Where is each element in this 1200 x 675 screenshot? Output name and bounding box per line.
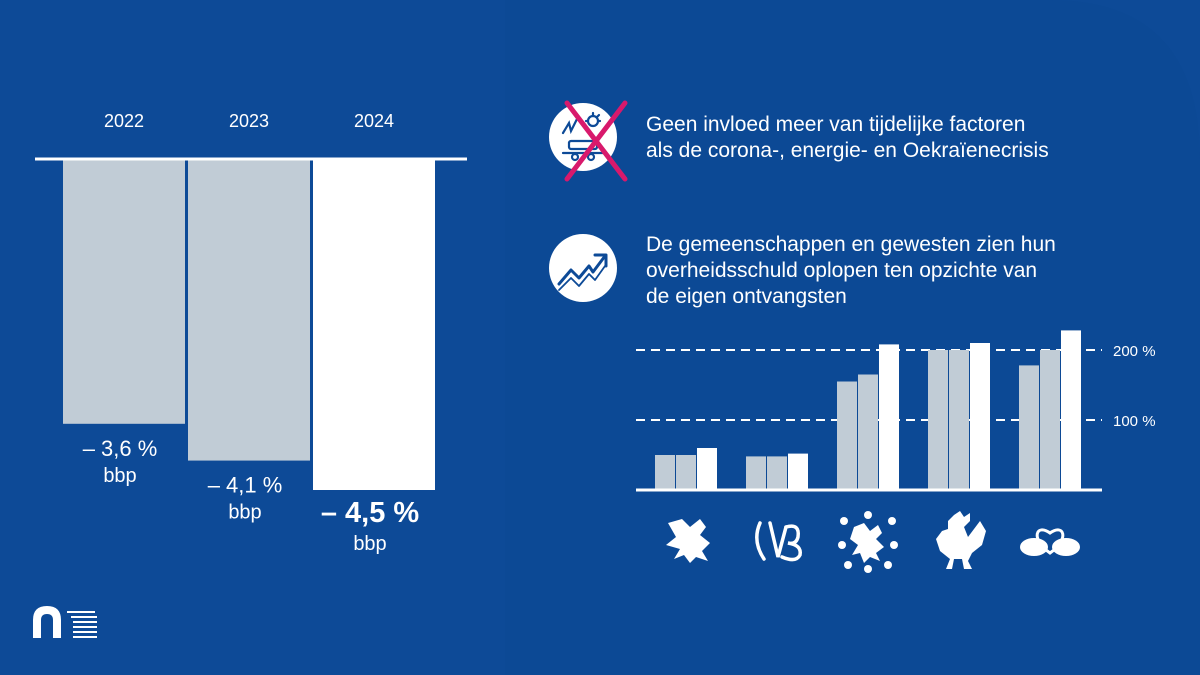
debt-bar	[788, 453, 808, 490]
federation-heart-icon	[1020, 528, 1080, 556]
debt-bar	[1061, 330, 1081, 490]
debt-bar	[1019, 365, 1039, 490]
debt-bar	[676, 455, 696, 490]
deficit-value-label: – 4,5 %	[321, 497, 420, 529]
flemish-community-logo-icon	[755, 521, 802, 562]
info-line: De gemeenschappen en gewesten zien hun	[646, 233, 1056, 256]
debt-bar	[858, 374, 878, 490]
rising-trend-icon	[549, 234, 617, 302]
deficit-value-label: – 3,6 %	[83, 436, 158, 461]
debt-bar	[697, 448, 717, 490]
brussels-iris-lion-icon	[838, 511, 898, 573]
debt-bar	[1040, 350, 1060, 490]
year-label: 2024	[354, 111, 394, 131]
info-line: de eigen ontvangsten	[646, 285, 847, 308]
debt-ratio-bar-chart: 100 % 200 %	[636, 330, 1156, 492]
deficit-bar	[188, 159, 310, 461]
walloon-rooster-icon	[936, 511, 986, 569]
no-temporary-factors-icon	[549, 100, 628, 182]
debt-bar	[767, 456, 787, 490]
flemish-lion-icon	[666, 519, 710, 563]
y-tick-label: 200 %	[1113, 343, 1156, 360]
info-text-rising-debt: De gemeenschappen en gewesten zien hun o…	[646, 232, 1056, 310]
y-tick-label: 100 %	[1113, 413, 1156, 430]
year-label: 2023	[229, 111, 269, 131]
info-line: als de corona-, energie- en Oekraïenecri…	[646, 139, 1049, 162]
deficit-bar-chart: 2022 – 3,6 % bbp 2023 – 4,1 % bbp 2024 – 4,5 % b…	[63, 111, 435, 555]
year-label: 2022	[104, 111, 144, 131]
info-text-temporary-factors: Geen invloed meer van tijdelijke factore…	[646, 112, 1049, 164]
nbb-logo-icon	[33, 606, 97, 638]
deficit-unit-label: bbp	[228, 502, 261, 524]
right-panel-background	[505, 0, 1200, 675]
deficit-bar	[63, 159, 185, 424]
debt-bar	[928, 350, 948, 490]
deficit-value-label: – 4,1 %	[208, 473, 283, 498]
deficit-bar	[313, 159, 435, 490]
info-line: Geen invloed meer van tijdelijke factore…	[646, 113, 1026, 136]
debt-bar	[837, 381, 857, 490]
deficit-unit-label: bbp	[103, 465, 136, 487]
info-line: overheidsschuld oplopen ten opzichte van	[646, 259, 1038, 282]
debt-bar	[655, 455, 675, 490]
debt-bar	[879, 344, 899, 490]
debt-bar	[970, 343, 990, 490]
debt-bar	[949, 350, 969, 490]
debt-bar	[746, 456, 766, 490]
deficit-unit-label: bbp	[353, 533, 386, 555]
